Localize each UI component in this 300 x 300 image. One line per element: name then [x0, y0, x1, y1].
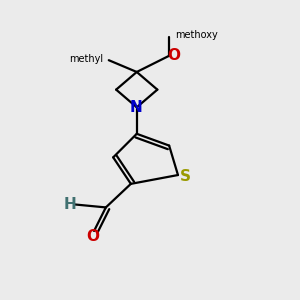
- Text: methyl: methyl: [69, 54, 103, 64]
- Text: N: N: [130, 100, 142, 115]
- Text: methoxy: methoxy: [175, 30, 218, 40]
- Text: S: S: [180, 169, 191, 184]
- Text: H: H: [64, 197, 77, 212]
- Text: O: O: [167, 48, 180, 63]
- Text: O: O: [86, 230, 99, 244]
